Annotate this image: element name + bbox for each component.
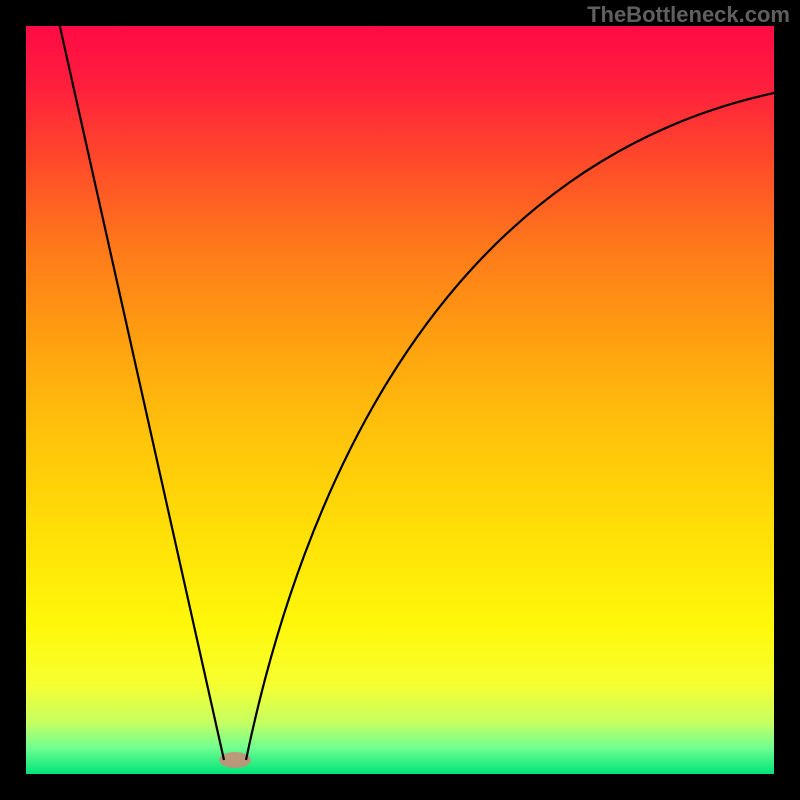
curve-layer xyxy=(0,0,800,800)
chart-frame: TheBottleneck.com xyxy=(0,0,800,800)
watermark-text: TheBottleneck.com xyxy=(587,2,790,28)
gradient-background xyxy=(26,26,774,774)
